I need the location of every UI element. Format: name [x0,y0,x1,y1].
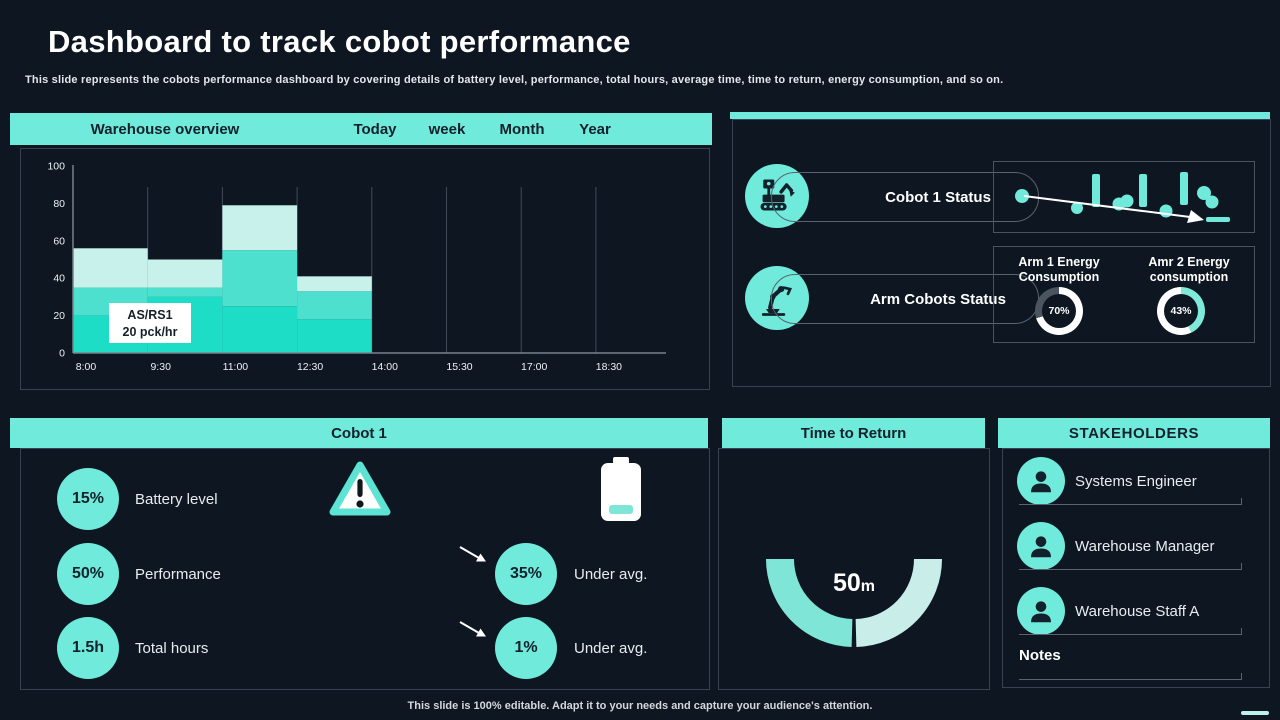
svg-text:40: 40 [53,273,65,285]
performance-under-avg-value: 35% [495,543,557,605]
svg-text:15:30: 15:30 [446,361,472,373]
svg-text:80: 80 [53,198,65,210]
amr2-energy-value: 43% [1170,305,1192,317]
time-to-return-title: Time to Return [800,424,907,442]
total-hours-value: 1.5h [57,617,119,679]
svg-text:14:00: 14:00 [372,361,398,373]
divider [1019,628,1242,635]
notes-label: Notes [1019,647,1061,664]
svg-text:9:30: 9:30 [150,361,171,373]
arm-cobots-status-label: Arm Cobots Status [870,290,1006,308]
amr2-energy-donut: 43% [1157,287,1205,335]
page-subtitle: This slide represents the cobots perform… [25,74,1004,86]
battery-level-label: Battery level [135,490,218,508]
cobot1-title: Cobot 1 [331,424,387,442]
svg-text:17:00: 17:00 [521,361,547,373]
hours-under-avg-value: 1% [495,617,557,679]
performance-label: Performance [135,565,221,583]
stakeholders-title: STAKEHOLDERS [1068,424,1200,442]
svg-text:20 pck/hr: 20 pck/hr [123,325,178,339]
arm1-energy-value: 70% [1048,305,1070,317]
svg-text:18:30: 18:30 [596,361,622,373]
svg-text:100: 100 [47,161,65,173]
time-gauge [766,558,942,647]
arm1-energy-donut: 70% [1035,287,1083,335]
warehouse-panel-body: 0 20 40 60 80 100 8:00 9:30 11:00 12:30 14:00 15:30… [20,148,710,390]
time-to-return-body: 50m [718,448,990,690]
tab-week[interactable]: week [428,120,466,138]
energy-consumption-box: Arm 1 Energy Consumption Amr 2 Energy co… [993,246,1255,343]
svg-text:12:30: 12:30 [297,361,323,373]
stakeholder-name: Systems Engineer [1075,472,1197,490]
arrow-down-right-icon [457,544,491,573]
tab-year[interactable]: Year [579,120,611,138]
cobot1-panel-body: 15% Battery level 50% Performance 1.5h T… [20,448,710,690]
cobot1-panel-header: Cobot 1 [10,418,708,448]
warehouse-panel-header: Warehouse overview Today week Month Year [10,113,712,145]
warning-icon [327,459,393,526]
divider [1019,673,1242,680]
svg-text:60: 60 [53,235,65,247]
tab-today[interactable]: Today [353,120,397,138]
svg-text:20: 20 [53,310,65,322]
page-title: Dashboard to track cobot performance [48,24,631,59]
arm1-energy-title: Arm 1 Energy Consumption [1018,255,1100,284]
stakeholder-name: Warehouse Staff A [1075,602,1200,620]
person-avatar-icon [1017,522,1065,570]
svg-text:0: 0 [59,348,65,360]
stakeholders-body: Systems Engineer Warehouse Manager Wareh… [1002,448,1270,688]
stakeholder-name: Warehouse Manager [1075,537,1215,555]
amr2-energy-title: Amr 2 Energy consumption [1148,255,1230,284]
tab-month[interactable]: Month [499,120,545,138]
status-panel: Cobot 1 Status Arm Cobots Status Arm 1 E… [732,119,1271,387]
battery-low-icon [601,457,641,526]
status-trend-chart [1015,172,1230,223]
divider [1019,498,1242,505]
svg-text:11:00: 11:00 [223,361,249,373]
person-avatar-icon [1017,587,1065,635]
stakeholders-header: STAKEHOLDERS [998,418,1270,448]
cobot-rover-icon [745,164,809,228]
status-panel-accent [730,112,1270,119]
performance-value: 50% [57,543,119,605]
time-gauge-value: 50m [832,569,876,597]
person-avatar-icon [1017,457,1065,505]
arrow-down-right-icon [457,619,491,648]
hours-under-avg-label: Under avg. [574,639,648,657]
svg-text:AS/RS1: AS/RS1 [127,308,172,322]
time-to-return-header: Time to Return [722,418,985,448]
warehouse-title: Warehouse overview [90,120,240,138]
battery-level-value: 15% [57,468,119,530]
total-hours-label: Total hours [135,639,209,657]
cobot-1-status-label: Cobot 1 Status [885,188,991,206]
footer-note: This slide is 100% editable. Adapt it to… [407,700,873,712]
performance-under-avg-label: Under avg. [574,565,648,583]
status-trend-chart-box [993,161,1255,233]
svg-text:8:00: 8:00 [76,361,97,373]
warehouse-chart: 0 20 40 60 80 100 8:00 9:30 11:00 12:30 14:00 15:30… [47,161,666,373]
corner-accent [1241,711,1269,715]
divider [1019,563,1242,570]
